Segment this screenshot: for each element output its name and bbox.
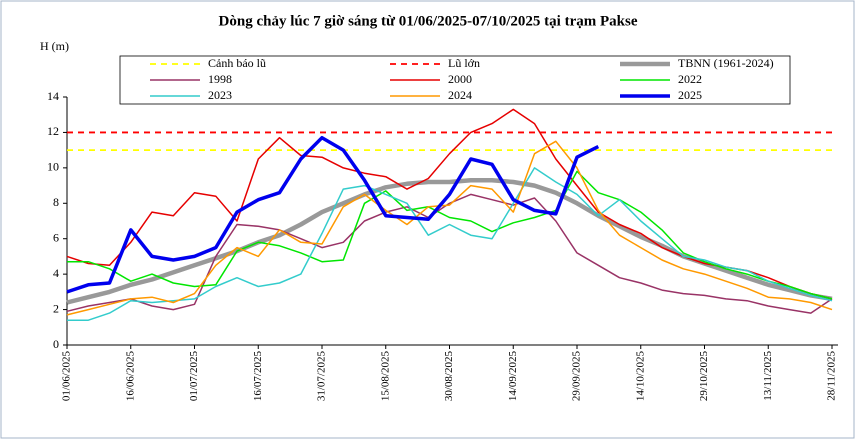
y-tick-label: 4: [53, 266, 59, 280]
y-tick-label: 8: [53, 195, 59, 209]
y-axis-label: H (m): [40, 39, 69, 53]
series-line: [67, 167, 833, 321]
y-tick-label: 0: [53, 337, 59, 351]
x-tick-label: 31/07/2025: [316, 351, 328, 402]
legend-label: 2024: [448, 88, 472, 102]
series-line: [66, 140, 833, 316]
x-tick-label: 16/06/2025: [124, 351, 136, 402]
y-tick-label: 10: [47, 160, 59, 174]
legend-label: 2000: [448, 72, 472, 86]
x-tick-label: 15/08/2025: [379, 351, 391, 402]
x-tick-label: 28/11/2025: [826, 351, 838, 401]
legend-label: 2025: [678, 88, 702, 102]
x-tick-label: 14/09/2025: [507, 351, 519, 402]
series-line: [66, 193, 833, 314]
series-line: [66, 135, 600, 294]
x-tick-label: 29/09/2025: [571, 351, 583, 402]
x-tick-label: 30/08/2025: [443, 351, 455, 402]
x-tick-label: 29/10/2025: [698, 351, 710, 402]
legend-label: Cảnh báo lũ: [208, 56, 266, 70]
y-tick-label: 14: [47, 89, 59, 103]
y-tick-label: 6: [53, 230, 59, 244]
legend-box: [119, 55, 791, 105]
legend-label: 1998: [208, 72, 232, 86]
series-line: [67, 170, 833, 300]
legend-label: Lũ lớn: [448, 56, 480, 70]
chart-title: Dòng chảy lúc 7 giờ sáng từ 01/06/2025-0…: [219, 13, 638, 29]
x-tick-label: 16/07/2025: [252, 351, 264, 402]
x-tick-label: 14/10/2025: [634, 351, 646, 402]
legend-label: 2023: [208, 88, 232, 102]
x-tick-label: 01/07/2025: [188, 351, 200, 402]
legend-label: 2022: [678, 72, 702, 86]
y-tick-label: 2: [53, 301, 59, 315]
series-line: [66, 108, 833, 300]
x-tick-label: 13/11/2025: [762, 351, 774, 401]
legend-label: TBNN (1961-2024): [678, 56, 774, 70]
x-tick-label: 01/06/2025: [61, 351, 73, 402]
y-tick-label: 12: [47, 124, 59, 138]
